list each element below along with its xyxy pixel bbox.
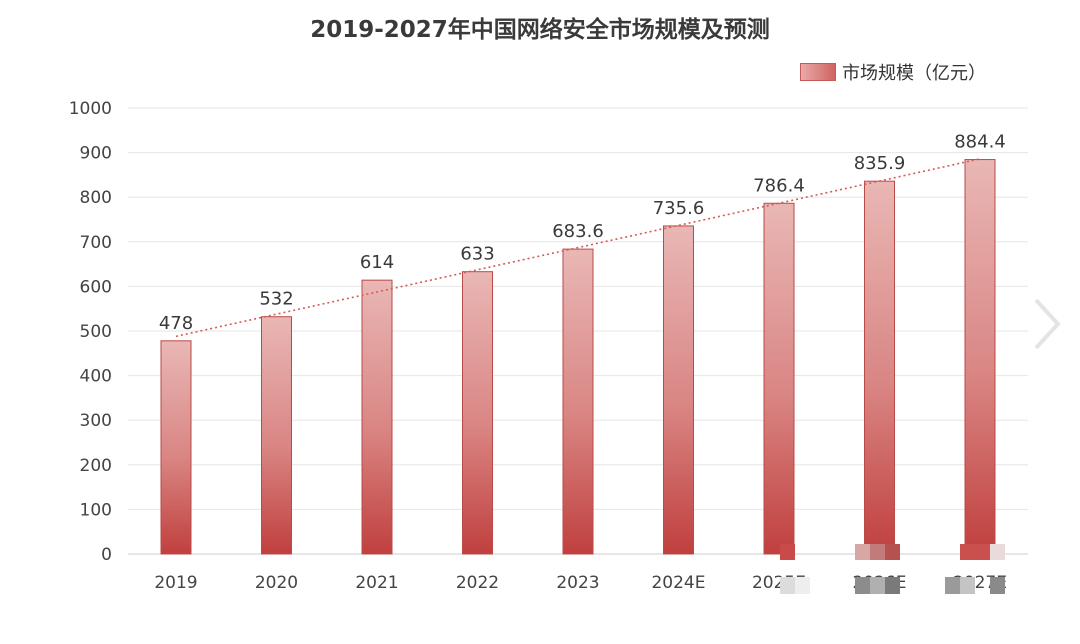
chart-title: 2019-2027年中国网络安全市场规模及预测 [310,17,770,43]
y-tick-label: 300 [80,411,112,431]
x-tick-label: 2023 [556,573,599,593]
data-label: 683.6 [552,221,604,242]
data-label: 735.6 [653,198,705,219]
legend-swatch [800,63,836,81]
trend-line [175,158,981,338]
trend-line-group [175,158,981,338]
bar [864,180,895,555]
y-tick-label: 900 [80,144,112,164]
x-tick-label: 2020 [255,573,298,593]
bar [261,316,292,555]
legend-label: 市场规模（亿元） [842,63,986,84]
x-tick-label: 2021 [355,573,398,593]
bar [462,271,493,555]
y-tick-label: 100 [80,500,112,520]
chevron-right-icon[interactable] [1028,296,1068,352]
x-tick-label: 2022 [456,573,499,593]
data-label: 786.4 [753,175,805,196]
bars [160,159,996,555]
data-labels: 478 532 614 633 683.6 735.6 786.4 835.9 884.4 [159,132,1006,334]
y-tick-label: 500 [80,322,112,342]
y-tick-label: 400 [80,367,112,387]
y-tick-label: 1000 [69,99,112,119]
data-label: 633 [460,244,494,265]
y-tick-label: 600 [80,277,112,297]
data-label: 478 [159,313,193,334]
bar [361,279,393,555]
y-tick-label: 200 [80,456,112,476]
bar [663,225,694,555]
bar [160,340,192,555]
bar [562,248,594,555]
y-tick-label: 0 [101,545,112,565]
y-tick-label: 800 [80,188,112,208]
bar [964,159,996,555]
x-tick-label: 2019 [154,573,197,593]
x-tick-label: 2024E [651,573,705,593]
bar [763,202,795,555]
data-label: 614 [360,252,394,273]
data-label: 532 [259,289,293,310]
legend: 市场规模（亿元） [800,60,986,84]
data-label: 884.4 [954,132,1006,153]
y-tick-label: 700 [80,233,112,253]
data-label: 835.9 [854,153,906,174]
